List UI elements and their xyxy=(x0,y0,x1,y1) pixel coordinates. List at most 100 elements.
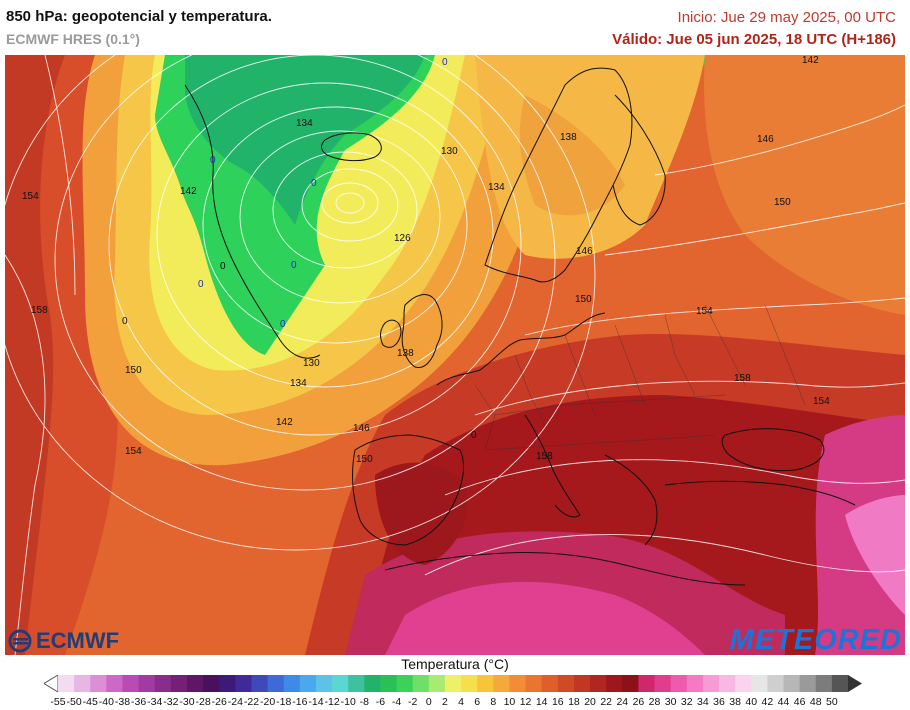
colorbar-tick-label: -8 xyxy=(359,696,369,708)
colorbar-swatch xyxy=(735,675,752,692)
colorbar-tick-label: 34 xyxy=(697,696,709,708)
colorbar-tick-label: 28 xyxy=(648,696,661,708)
colorbar-swatch xyxy=(719,675,736,692)
colorbar-swatch xyxy=(799,675,817,692)
contour-labels: 142 134 130 138 146 150 134 142 126 150 … xyxy=(22,55,830,465)
colorbar-swatch xyxy=(590,675,607,692)
colorbar-swatch xyxy=(58,675,75,692)
colorbar-low-arrow xyxy=(43,674,59,693)
zero-isotherm-labels: 0 0 0 0 0 0 xyxy=(198,57,448,330)
colorbar-tick-label: -2 xyxy=(408,696,418,708)
colorbar-tick-label: -40 xyxy=(98,696,114,708)
ecmwf-logo: ECMWF xyxy=(8,628,119,654)
contour-label: 0 xyxy=(220,261,226,272)
ecmwf-logo-text: ECMWF xyxy=(36,628,120,653)
colorbar-swatch xyxy=(299,675,317,692)
colorbar-labels: -55 -50 -45 -40 -38 -36 -34 -32 -30 -28 -26 -24 -22-… xyxy=(0,696,910,710)
colorbar-swatch xyxy=(90,675,107,692)
colorbar-swatch xyxy=(428,675,446,692)
colorbar-swatch xyxy=(138,675,156,692)
contour-label: 154 xyxy=(22,191,39,202)
colorbar-swatch xyxy=(154,675,172,692)
colorbar-tick-label: 12 xyxy=(519,696,532,708)
colorbar-swatch xyxy=(493,675,510,692)
contour-label: 134 xyxy=(488,182,505,193)
colorbar-swatch xyxy=(654,675,672,692)
colorbar-tick-label: -30 xyxy=(179,696,195,708)
contour-label: 154 xyxy=(696,306,713,317)
colorbar-tick-label: 38 xyxy=(729,696,741,708)
valid-time: Válido: Jue 05 jun 2025, 18 UTC (H+186) xyxy=(612,31,896,48)
contour-label: 154 xyxy=(125,446,142,457)
colorbar-swatch xyxy=(348,675,365,692)
colorbar-swatch xyxy=(170,675,188,692)
colorbar-swatch xyxy=(380,675,398,692)
contour-label: 150 xyxy=(125,365,142,376)
colorbar-swatch xyxy=(444,675,462,692)
contour-label: 0 xyxy=(210,155,216,166)
colorbar-swatch xyxy=(815,675,833,692)
colorbar-swatch xyxy=(315,675,333,692)
colorbar-swatch xyxy=(219,675,236,692)
weather-map[interactable]: 142 134 130 138 146 150 134 142 126 150 … xyxy=(5,55,905,655)
contour-label: 130 xyxy=(441,146,458,157)
colorbar-tick-label: -26 xyxy=(211,696,227,708)
colorbar-tick-label: 2 xyxy=(442,696,448,708)
contour-label: 126 xyxy=(394,233,411,244)
contour-label: 146 xyxy=(353,423,370,434)
colorbar-tick-label: -28 xyxy=(195,696,211,708)
contour-label: 142 xyxy=(802,55,819,66)
contour-label: 0 xyxy=(442,57,448,68)
contour-label: 0 xyxy=(471,430,477,441)
colorbar-swatch xyxy=(364,675,381,692)
init-time: Inicio: Jue 29 may 2025, 00 UTC xyxy=(677,9,896,26)
colorbar-tick-label: -10 xyxy=(340,696,356,708)
contour-label: 154 xyxy=(813,396,830,407)
colorbar-swatch xyxy=(267,675,285,692)
colorbar-swatch xyxy=(396,675,414,692)
colorbar-tick-label: -4 xyxy=(391,696,402,708)
contour-label: 0 xyxy=(198,279,204,290)
colorbar-tick-label: -24 xyxy=(227,696,243,708)
map-canvas: 142 134 130 138 146 150 134 142 126 150 … xyxy=(5,55,905,655)
model-label: ECMWF HRES (0.1°) xyxy=(6,31,140,47)
contour-label: 158 xyxy=(536,451,553,462)
colorbar-tick-label: -50 xyxy=(66,696,82,708)
geopotential-isolines xyxy=(5,55,905,655)
contour-label: 158 xyxy=(734,373,751,384)
colorbar-tick-label: 32 xyxy=(680,696,693,708)
colorbar-tick-label: 36 xyxy=(713,696,725,708)
contour-label: 150 xyxy=(774,197,791,208)
colorbar-tick-label: 44 xyxy=(777,696,790,708)
colorbar-tick-label: 42 xyxy=(761,696,774,708)
contour-label: 146 xyxy=(576,246,593,257)
colorbar-swatch xyxy=(283,675,301,692)
colorbar-swatch xyxy=(235,675,252,692)
colorbar-tick-label: -22 xyxy=(243,696,260,708)
coastlines xyxy=(184,67,856,586)
colorbar-swatch xyxy=(557,675,575,692)
meteored-logo[interactable]: METEORED xyxy=(729,624,902,656)
colorbar-tick-label: 22 xyxy=(600,696,612,708)
colorbar-swatch xyxy=(606,675,623,692)
colorbar-tick-label: -6 xyxy=(375,696,386,708)
colorbar-tick-label: 6 xyxy=(474,696,481,708)
colorbar-tick-label: 40 xyxy=(745,696,758,708)
contour-label: 150 xyxy=(575,294,592,305)
colorbar-swatch xyxy=(831,675,849,692)
colorbar-tick-label: 30 xyxy=(664,696,677,708)
temperature-colorbar xyxy=(43,674,864,697)
contour-label: 142 xyxy=(180,186,197,197)
colorbar-tick-label: 14 xyxy=(535,696,548,708)
ecmwf-mark-icon xyxy=(8,629,32,653)
colorbar-swatch xyxy=(751,675,768,692)
colorbar-swatch xyxy=(670,675,688,692)
colorbar-swatch xyxy=(509,675,527,692)
colorbar-swatch xyxy=(622,675,639,692)
colorbar-tick-label: -55 xyxy=(50,696,66,708)
contour-label: 138 xyxy=(397,348,414,359)
colorbar-swatch xyxy=(186,675,204,692)
colorbar-tick-label: 10 xyxy=(503,696,516,708)
colorbar-tick-label: -34 xyxy=(147,696,163,708)
colorbar-swatch xyxy=(106,675,123,692)
